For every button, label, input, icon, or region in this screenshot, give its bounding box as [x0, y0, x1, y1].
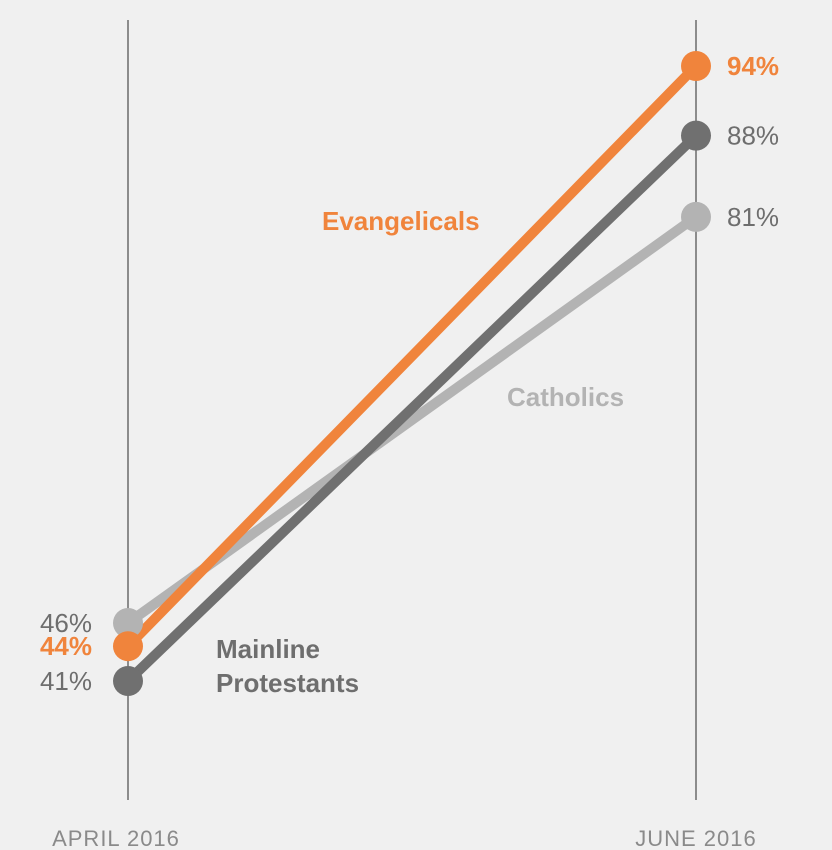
series-label-mainline-protestants-line1: Mainline — [216, 634, 320, 664]
value-label-mainline-protestants-june: 88% — [727, 121, 779, 151]
value-label-catholics-june: 81% — [727, 202, 779, 232]
value-label-mainline-protestants-april: 41% — [40, 666, 92, 696]
data-point-evangelicals-june — [681, 51, 711, 81]
series-label-evangelicals: Evangelicals — [322, 206, 480, 236]
series-line-mainline-protestants — [123, 130, 701, 686]
value-label-catholics-april: 46% — [40, 608, 92, 638]
data-point-catholics-april — [113, 607, 143, 638]
series-label-catholics: Catholics — [507, 382, 624, 412]
series-label-mainline-protestants-line2: Protestants — [216, 668, 359, 698]
data-point-evangelicals-april — [113, 631, 143, 662]
x-tick-label-april-2016: APRIL 2016 — [52, 826, 180, 850]
data-point-mainline-protestants-april — [113, 666, 143, 696]
data-point-mainline-protestants-june — [681, 120, 711, 151]
x-tick-label-june-2016: JUNE 2016 — [635, 826, 757, 850]
value-label-evangelicals-april: 44% — [40, 631, 92, 661]
data-point-catholics-june — [681, 201, 711, 232]
value-label-evangelicals-june: 94% — [727, 51, 779, 81]
series-line-evangelicals — [123, 61, 701, 652]
